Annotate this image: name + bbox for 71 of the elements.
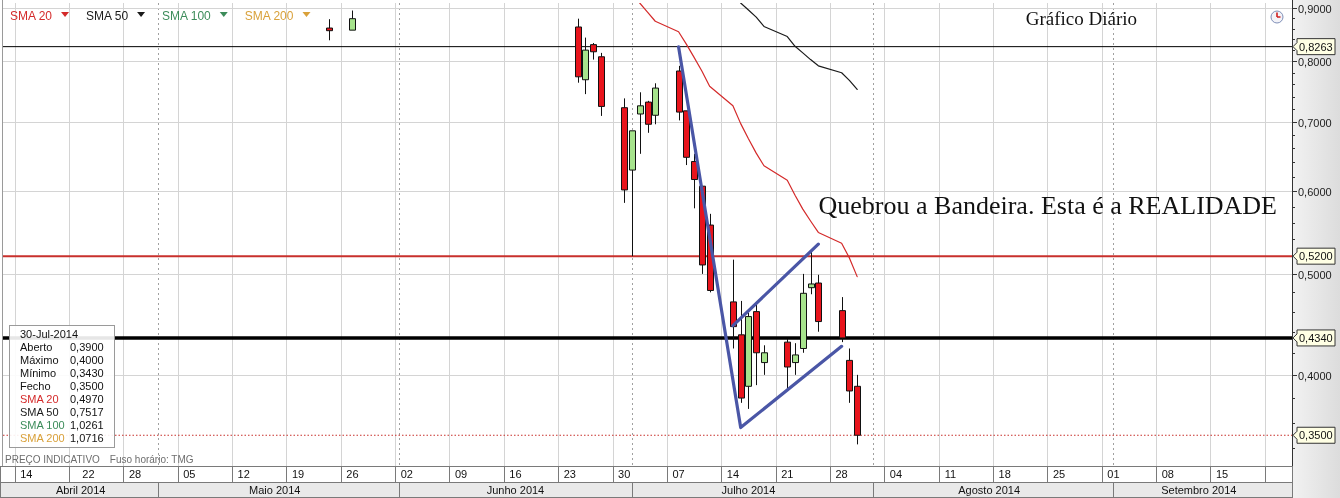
y-tick-label: 0,4000 — [1298, 369, 1332, 382]
y-tick-label: 0,5000 — [1298, 268, 1332, 281]
x-tick-label: 04 — [889, 468, 903, 480]
x-tick-label: 07 — [672, 468, 685, 480]
annotation: Quebrou a Bandeira. Esta é a REALIDADE — [818, 191, 1277, 220]
x-tick-label: 21 — [781, 468, 794, 480]
text: SMA 20 — [20, 393, 59, 405]
x-tick-label: 12 — [237, 468, 250, 480]
annotation: Mínimo — [20, 367, 57, 379]
ref-line-label: 0,8263 — [1299, 40, 1333, 53]
ref-line-label: 0,4340 — [1299, 331, 1333, 344]
y-tick-label: 0,7000 — [1298, 116, 1332, 129]
annotation: 0,3500 — [70, 380, 104, 392]
x-tick-label: 19 — [291, 468, 305, 480]
annotation: 0,4000 — [70, 354, 104, 366]
legend-label: SMA 50 — [86, 9, 129, 23]
annotation: Aberto — [20, 341, 53, 353]
x-tick-label: 02 — [400, 468, 413, 480]
x-tick-label: 09 — [455, 468, 468, 480]
legend-label: SMA 200 — [244, 9, 294, 23]
x-tick-label: 16 — [509, 468, 522, 480]
x2-tick-label: Setembro 2014 — [1161, 484, 1237, 496]
x2-tick-label: Abril 2014 — [55, 484, 106, 496]
candlestick — [598, 52, 605, 117]
y-tick-label: 0,8000 — [1298, 55, 1332, 68]
line-series — [740, 3, 858, 91]
annotation: Máximo — [20, 354, 59, 366]
x-tick-label: 15 — [1215, 468, 1229, 480]
annotation: 30-Jul-2014 — [20, 328, 79, 340]
annotation: Gráfico Diário — [1025, 8, 1137, 29]
x-tick-label: 26 — [346, 468, 359, 480]
annotation: 0,3900 — [70, 341, 104, 353]
x2-tick-label: Julho 2014 — [721, 484, 776, 496]
annotation: 0,4970 — [70, 393, 104, 405]
candlestick — [349, 10, 356, 31]
candlestick — [326, 18, 333, 41]
x-tick-label: 25 — [1052, 468, 1066, 480]
annotation: 0,3430 — [70, 367, 104, 379]
x-tick-label: 23 — [563, 468, 576, 480]
x-tick-label: 28 — [835, 468, 848, 480]
x-tick-label: 22 — [82, 468, 95, 480]
ref-line-label: 0,3500 — [1299, 429, 1333, 442]
candlestick — [730, 259, 737, 349]
x2-tick-label: Maio 2014 — [249, 484, 301, 496]
annotation: Fuso horário: TMG — [109, 454, 194, 465]
y-tick-label: 0,6000 — [1298, 185, 1332, 198]
x2-tick-label: Junho 2014 — [486, 484, 545, 496]
text: SMA 200 — [20, 432, 65, 444]
annotation: 0,7517 — [70, 406, 104, 418]
legend-label: SMA 100 — [162, 9, 212, 23]
x-tick-label: 14 — [726, 468, 740, 480]
annotation: 1,0716 — [70, 432, 104, 444]
annotation: 1,0261 — [70, 419, 104, 431]
candlestick — [800, 273, 807, 354]
x-tick-label: 18 — [998, 468, 1011, 480]
x-tick-label: 11 — [944, 468, 957, 480]
x-tick-label: 30 — [618, 468, 631, 480]
text: SMA 50 — [20, 406, 59, 418]
x-tick-label: 05 — [183, 468, 196, 480]
annotation: Fecho — [20, 380, 51, 392]
x-tick-label: 28 — [128, 468, 142, 480]
x2-tick-label: Agosto 2014 — [958, 484, 1021, 496]
legend-label: SMA 20 — [10, 9, 53, 23]
ref-line-label: 0,5200 — [1299, 250, 1333, 263]
x-tick-label: 01 — [1107, 468, 1120, 480]
x-tick-label: 08 — [1161, 468, 1174, 480]
y-tick-label: 0,9000 — [1298, 2, 1332, 15]
x-tick-label: 14 — [20, 468, 33, 480]
annotation: PREÇO INDICATIVO — [5, 454, 101, 465]
candlestick — [839, 296, 846, 343]
text: SMA 100 — [20, 419, 65, 431]
